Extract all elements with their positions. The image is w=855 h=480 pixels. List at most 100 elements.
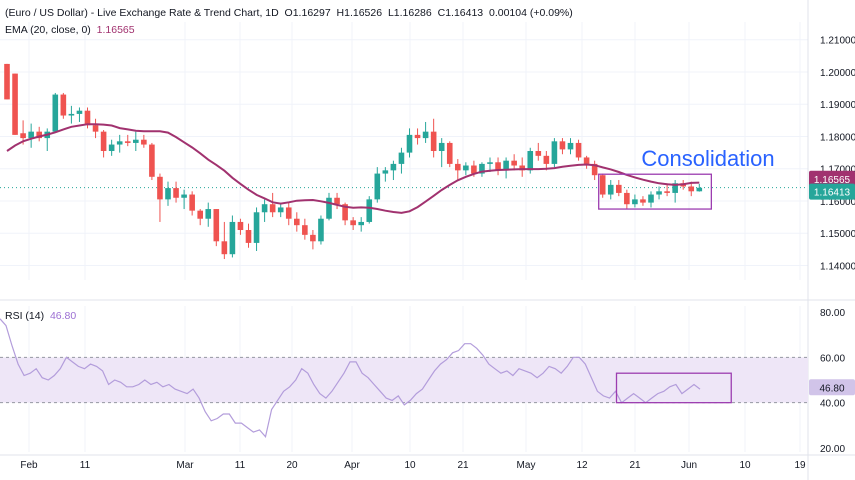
candle[interactable] [543,151,550,171]
candle[interactable] [672,180,678,203]
svg-text:46.80: 46.80 [819,383,844,394]
candle[interactable] [229,215,236,258]
candle[interactable] [422,121,429,143]
candle[interactable] [495,157,501,176]
candle[interactable] [640,196,646,206]
candle[interactable] [390,160,397,181]
candle[interactable] [463,162,469,176]
candle[interactable] [76,107,83,122]
candle[interactable] [28,123,34,148]
candle[interactable] [599,173,606,198]
candle[interactable] [277,202,284,218]
candle[interactable] [285,202,292,226]
candle[interactable] [656,186,662,200]
candle[interactable] [165,181,171,206]
candle[interactable] [519,157,525,177]
candle[interactable] [583,155,590,169]
x-tick-label: 21 [629,460,641,471]
candle[interactable] [575,139,582,161]
candle[interactable] [382,167,389,182]
candle[interactable] [36,126,42,142]
candle[interactable] [44,128,51,151]
price-consolidation-box[interactable] [598,173,713,210]
candle[interactable] [551,138,558,168]
candle[interactable] [607,180,614,200]
candle[interactable] [559,138,566,155]
candle[interactable] [124,134,131,147]
candle[interactable] [414,128,421,145]
axes: 1.14000 1.15000 1.16000 1.17000 1.18000 1.190… [20,36,855,471]
candle[interactable] [664,183,670,197]
candle[interactable] [149,142,155,181]
candle[interactable] [141,134,147,148]
candle[interactable] [616,180,622,197]
candle[interactable] [696,183,703,192]
candle[interactable] [535,142,542,161]
x-tick-label: 20 [286,460,298,471]
candle[interactable] [366,196,373,224]
candle[interactable] [398,147,405,174]
price-badges: 1.16565 1.16413 46.80 [809,170,855,396]
y-tick-label: 1.16000 [820,197,855,208]
candle[interactable] [358,217,364,232]
candle[interactable] [197,209,203,226]
candle[interactable] [116,134,123,153]
candle[interactable] [455,159,461,181]
candle[interactable] [100,130,107,158]
candle[interactable] [133,131,139,151]
low-label: L [387,7,394,19]
candle[interactable] [92,118,99,139]
candle[interactable] [567,138,574,155]
candle[interactable] [310,230,316,250]
candle[interactable] [591,160,598,181]
candle[interactable] [511,154,517,171]
consolidation-annotation[interactable]: Consolidation [641,146,774,171]
candle[interactable] [68,105,75,124]
candle[interactable] [213,209,220,247]
candle[interactable] [4,63,10,100]
candle[interactable] [269,192,276,218]
candle[interactable] [157,173,163,222]
rsi-tick-label: 80.00 [820,308,845,319]
candle[interactable] [253,207,260,251]
candle[interactable] [221,221,228,260]
candle[interactable] [648,191,654,208]
x-tick-label: 10 [404,460,416,471]
consolidation-boxes[interactable] [598,173,732,404]
y-tick-label: 1.18000 [820,132,855,143]
candle[interactable] [12,73,18,135]
candle[interactable] [487,157,493,172]
candle[interactable] [237,218,244,235]
candle[interactable] [173,181,179,203]
ohlc-legend: (Euro / US Dollar) - Live Exchange Rate … [5,7,573,19]
candle[interactable] [688,181,695,197]
candle[interactable] [60,92,67,119]
candle[interactable] [479,162,485,177]
candle[interactable] [302,218,308,240]
candle[interactable] [446,141,453,168]
candle[interactable] [503,157,509,179]
x-tick-label: 10 [739,460,751,471]
candle[interactable] [406,128,413,158]
candles[interactable] [4,63,703,260]
candle[interactable] [624,189,630,210]
candle[interactable] [181,189,187,210]
candle[interactable] [189,191,195,216]
candle[interactable] [430,118,437,158]
candle[interactable] [261,199,268,222]
candle[interactable] [318,215,324,245]
candle[interactable] [205,202,212,227]
candle[interactable] [108,139,115,156]
candle[interactable] [350,217,356,231]
candle[interactable] [294,212,300,232]
candle[interactable] [245,223,252,248]
rsi-consolidation-box[interactable] [615,372,732,404]
candle[interactable] [374,167,381,203]
candle[interactable] [438,138,445,168]
candle[interactable] [326,192,332,221]
change-value: 0.00104 (+0.09%) [489,7,573,19]
candle[interactable] [632,194,638,208]
candle[interactable] [334,192,340,210]
candle[interactable] [52,92,59,132]
